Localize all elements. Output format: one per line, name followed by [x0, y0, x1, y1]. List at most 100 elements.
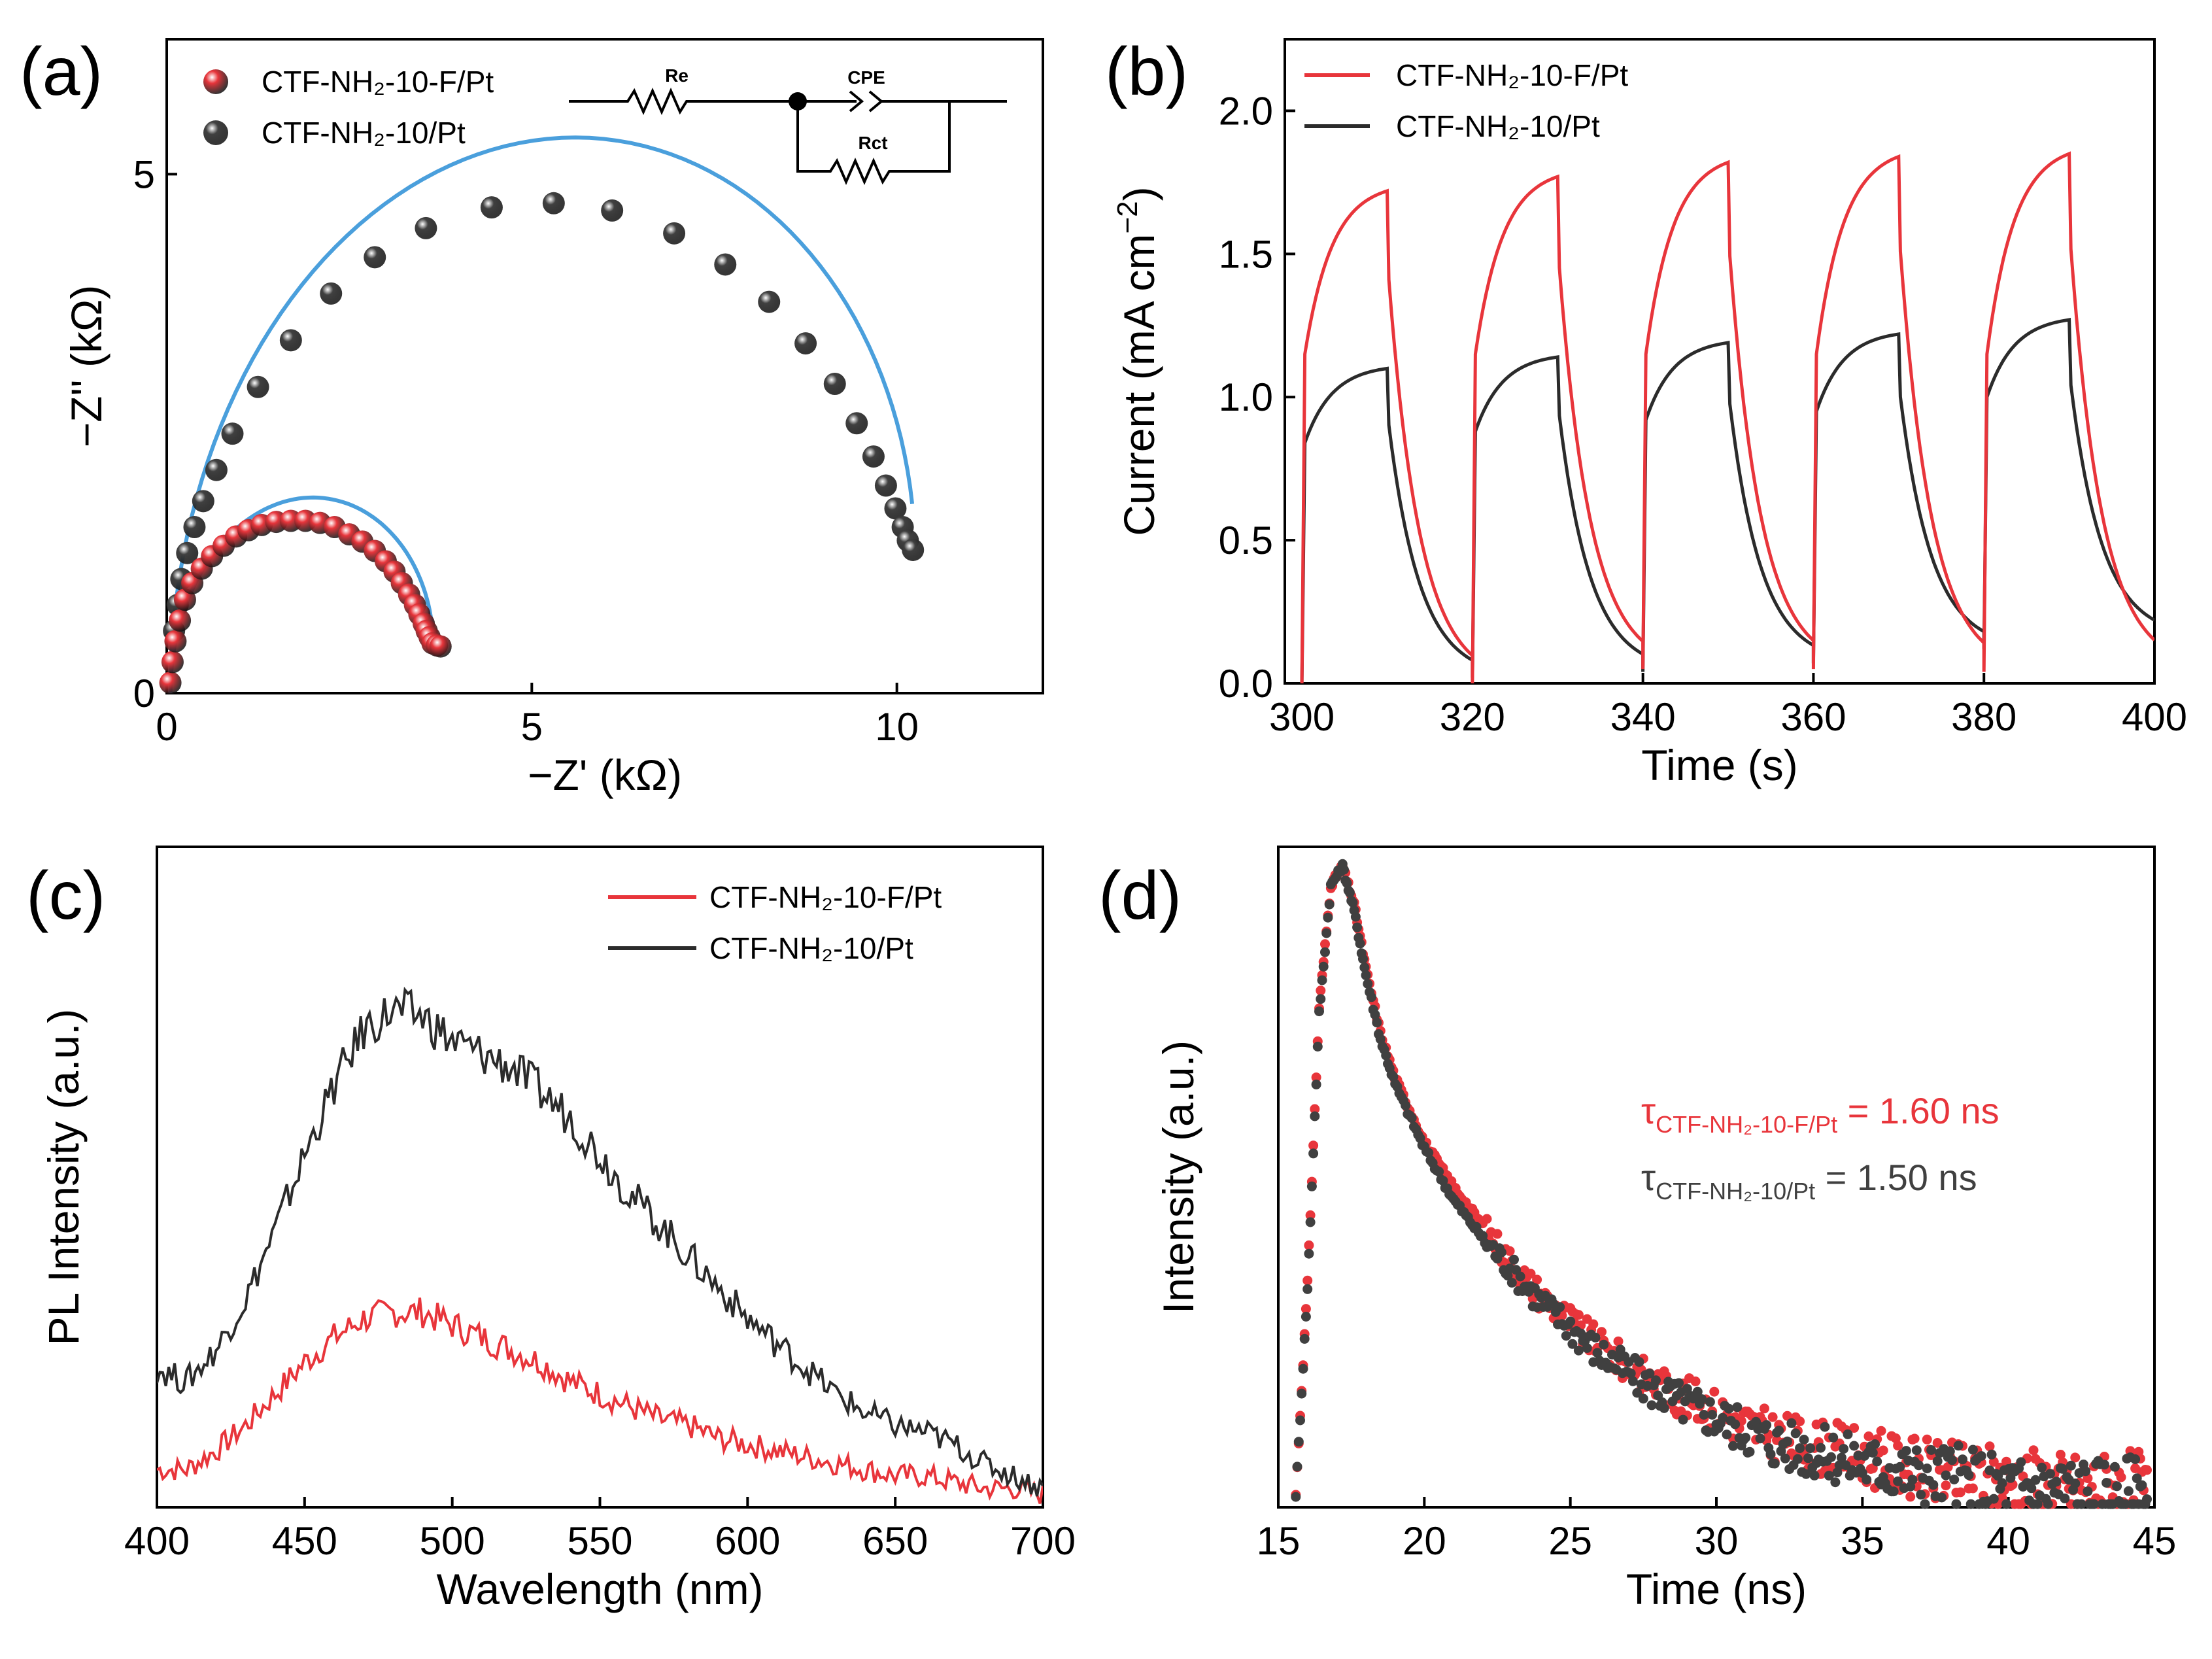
a-data-point — [320, 282, 343, 305]
d-data-point — [1496, 1247, 1506, 1257]
d-data-point — [1941, 1480, 1951, 1491]
d-data-point — [1532, 1274, 1542, 1285]
d-data-point — [1375, 1034, 1386, 1044]
d-data-point — [1302, 1275, 1313, 1286]
d-data-point — [1893, 1476, 1903, 1486]
d-data-point — [1732, 1402, 1743, 1412]
d-data-point — [2026, 1483, 2037, 1494]
d-data-point — [1320, 947, 1330, 957]
d-data-point — [1308, 1148, 1319, 1159]
d-data-point — [1682, 1384, 1692, 1394]
b-x-tick-label: 320 — [1440, 695, 1505, 739]
d-data-point — [1718, 1412, 1728, 1423]
a-data-point — [247, 375, 269, 398]
d-data-point — [1849, 1423, 1860, 1433]
a-data-point — [902, 538, 925, 561]
b-x-tick-label: 360 — [1780, 695, 1846, 739]
d-data-point — [1920, 1499, 1930, 1509]
c-x-tick-label: 650 — [862, 1519, 928, 1563]
d-data-point — [1301, 1304, 1311, 1314]
d-data-point — [1305, 1217, 1316, 1227]
d-data-point — [1836, 1452, 1846, 1463]
d-data-point — [1699, 1410, 1709, 1420]
d-data-point — [2066, 1460, 2076, 1471]
d-data-point — [2043, 1499, 2053, 1509]
a-y-tick-label: 5 — [133, 152, 155, 196]
a-legend-marker — [203, 69, 228, 94]
a-data-point — [279, 329, 302, 352]
d-data-point — [2016, 1457, 2026, 1467]
d-data-point — [1774, 1426, 1784, 1436]
d-data-point — [1482, 1214, 1492, 1224]
d-tau-value: = 1.60 ns — [1837, 1090, 1999, 1131]
c-x-tick-label: 600 — [715, 1519, 780, 1563]
d-data-point — [1759, 1403, 1769, 1414]
d-data-point — [1697, 1394, 1707, 1405]
d-tau-symbol: τ — [1641, 1157, 1656, 1198]
d-data-point — [1573, 1310, 1584, 1320]
a-data-point — [429, 635, 452, 658]
d-data-point — [1310, 1104, 1320, 1114]
a-x-tick-label: 0 — [156, 705, 177, 749]
b-x-axis-title: Time (s) — [1641, 741, 1798, 789]
d-data-point — [1358, 953, 1368, 964]
a-data-point — [173, 589, 196, 611]
d-data-point — [2060, 1493, 2070, 1503]
d-data-point — [1741, 1433, 1751, 1443]
d-data-point — [1895, 1462, 1905, 1472]
a-fit-curve-1 — [168, 135, 915, 694]
d-data-point — [1434, 1167, 1444, 1177]
d-data-point — [1947, 1455, 1957, 1465]
c-x-tick-label: 450 — [272, 1519, 337, 1563]
a-data-point — [192, 490, 214, 513]
d-data-point — [1984, 1441, 1995, 1452]
d-data-point — [1872, 1456, 1882, 1467]
d-data-point — [1316, 994, 1326, 1004]
d-data-point — [1324, 899, 1335, 910]
d-data-point — [1582, 1343, 1592, 1353]
d-data-point — [1792, 1454, 1803, 1464]
d-data-point — [1909, 1433, 1920, 1444]
d-data-point — [1320, 939, 1330, 949]
d-data-point — [1311, 1072, 1321, 1083]
d-data-point — [1592, 1348, 1603, 1358]
d-data-point — [1505, 1246, 1515, 1256]
d-data-point — [1765, 1449, 1776, 1460]
d-data-point — [1945, 1446, 1955, 1456]
d-data-point — [2001, 1499, 2011, 1509]
a-data-point — [164, 630, 187, 653]
d-data-point — [1926, 1445, 1937, 1455]
c-legend-label: CTF-NH₂-10-F/Pt — [709, 880, 942, 914]
a-data-point — [205, 458, 228, 481]
c-series-line — [157, 986, 1043, 1497]
d-data-point — [1590, 1332, 1601, 1343]
d-data-point — [1366, 992, 1376, 1002]
d-data-point — [1401, 1101, 1411, 1110]
d-data-point — [1705, 1397, 1715, 1407]
d-data-point — [1644, 1368, 1655, 1378]
b-y-axis-title: Current (mA cm−2) — [1112, 186, 1163, 536]
d-data-point — [1301, 1312, 1311, 1322]
d-data-point — [2130, 1454, 2141, 1464]
a-legend-label: CTF-NH₂-10/Pt — [262, 116, 466, 150]
panel-b-photocurrent: 300 320 340 360 380 400 0.0 0.5 1.0 1.5 2.0 (b) Time… — [1105, 34, 2187, 789]
c-x-tick-label: 500 — [420, 1519, 485, 1563]
b-series-line — [1300, 318, 2154, 683]
d-data-point — [1613, 1336, 1624, 1346]
d-data-point — [1809, 1470, 1820, 1480]
d-data-point — [1363, 979, 1373, 989]
d-data-point — [1561, 1331, 1571, 1341]
d-data-point — [1941, 1470, 1951, 1480]
d-data-point — [1297, 1388, 1307, 1399]
d-data-point — [1638, 1394, 1648, 1404]
a-data-point — [601, 199, 624, 222]
a-data-point — [161, 651, 184, 674]
d-data-point — [1567, 1339, 1578, 1349]
d-data-point — [1828, 1432, 1839, 1443]
d-data-point — [1967, 1445, 1978, 1455]
d-data-point — [1780, 1453, 1790, 1463]
d-data-point — [1311, 1079, 1321, 1089]
d-x-tick-label: 35 — [1841, 1519, 1884, 1563]
d-data-point — [2137, 1480, 2147, 1490]
a-data-point — [364, 246, 386, 269]
